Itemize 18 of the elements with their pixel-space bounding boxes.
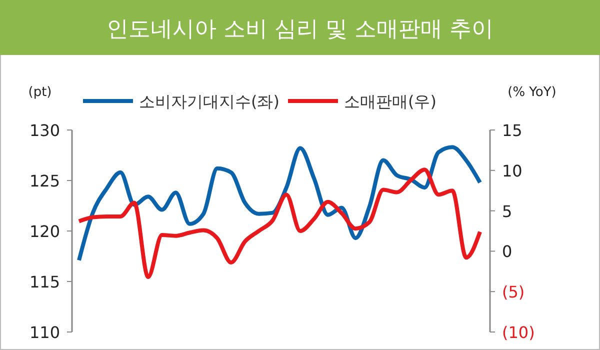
y-tick-label: 125	[29, 172, 60, 190]
chart-title: 인도네시아 소비 심리 및 소매판매 추이	[106, 17, 494, 42]
y2-tick-label: 0	[502, 242, 512, 262]
y-tick-label: 120	[29, 222, 60, 241]
y-tick-label: 130	[29, 121, 60, 140]
y2-tick-label: (5)	[502, 282, 525, 302]
legend-label: 소매판매(우)	[344, 92, 436, 111]
y-tick-label: 115	[29, 272, 60, 292]
y-axis-title: (pt)	[28, 85, 52, 100]
legend-label: 소비자기대지수(좌)	[139, 92, 280, 111]
y2-tick-label: (10)	[502, 323, 535, 342]
y2-tick-label: 10	[502, 161, 522, 180]
y2-tick-label: 5	[502, 202, 512, 221]
y-tick-label: 110	[29, 323, 60, 342]
y2-tick-label: 15	[502, 121, 522, 140]
line-series	[77, 145, 482, 262]
y2-axis-title: (% YoY)	[508, 85, 556, 100]
line-series	[77, 168, 482, 280]
